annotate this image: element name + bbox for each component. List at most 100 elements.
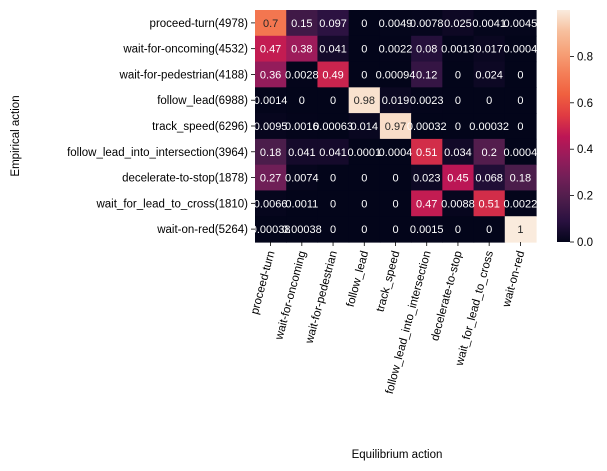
- heatmap-cell: [255, 164, 287, 192]
- heatmap-cell-label: 0.0095: [254, 121, 288, 133]
- heatmap-cell-label: 0.18: [260, 147, 281, 159]
- y-tick-label-follow-lead-into-intersection-3964: follow_lead_into_intersection(3964): [67, 147, 248, 159]
- heatmap-cell: [379, 216, 412, 243]
- heatmap-cell-label: 0.068: [475, 173, 503, 185]
- heatmap-cell-label: 0: [392, 173, 398, 185]
- heatmap-cell-label: 0: [455, 95, 461, 107]
- heatmap-cell: [348, 61, 381, 88]
- y-tick-label-proceed-turn-4978: proceed-turn(4978): [150, 18, 249, 30]
- heatmap-cell: [504, 164, 537, 192]
- heatmap-cell-label: 0: [486, 224, 492, 236]
- heatmap-cell-label: 0.0004: [504, 44, 538, 56]
- x-tick-label-decelerate-to-stop: decelerate-to-stop: [429, 250, 465, 343]
- heatmap-cell-label: 0: [361, 173, 367, 185]
- heatmap-cell: [348, 10, 381, 37]
- heatmap-cell-label: 0: [330, 173, 336, 185]
- heatmap-cell: [379, 61, 412, 88]
- x-tick-label-wait-for-oncoming: wait-for-oncoming: [273, 250, 309, 342]
- heatmap-cell: [317, 87, 350, 114]
- y-tick-label-decelerate-to-stop-1878: decelerate-to-stop(1878): [122, 173, 248, 185]
- heatmap-cell: [442, 138, 475, 166]
- x-axis-title: Equilibrium action: [352, 449, 443, 461]
- heatmap-cell: [473, 216, 506, 243]
- heatmap-cell: [317, 61, 350, 88]
- heatmap-cell-label: 0: [455, 121, 461, 133]
- heatmap-cell: [504, 190, 537, 217]
- heatmap-cell: [442, 190, 475, 217]
- colorbar-gradient: [557, 10, 570, 242]
- heatmap-cell: [286, 190, 319, 217]
- heatmap-cell-label: 0.024: [475, 69, 503, 81]
- heatmap-cell-label: 0: [361, 44, 367, 56]
- heatmap-cell: [317, 138, 350, 166]
- heatmap-cell-label: 0.0028: [285, 69, 319, 81]
- heatmap-cell-label: 0: [517, 69, 523, 81]
- heatmap-cell: [411, 216, 443, 243]
- heatmap-cell: [255, 113, 287, 140]
- colorbar-tick-label: 0.2: [577, 191, 593, 203]
- heatmap-cell: [473, 113, 506, 140]
- heatmap-cell-label: 0.00063: [313, 121, 353, 133]
- heatmap-cell-label: 0.00038: [282, 224, 322, 236]
- heatmap-cell-label: 0.45: [447, 173, 468, 185]
- colorbar-tick-label: 0.4: [577, 144, 594, 156]
- heatmap-cell-label: 0.47: [416, 198, 437, 210]
- heatmap-cell: [286, 138, 319, 166]
- heatmap-cell-label: 0.18: [510, 173, 531, 185]
- heatmap-cell-label: 1: [517, 224, 523, 236]
- heatmap-cell-label: 0.00032: [407, 121, 447, 133]
- heatmap-cell: [348, 87, 381, 114]
- heatmap-cell: [442, 87, 475, 114]
- heatmap-cell-label: 0: [361, 198, 367, 210]
- heatmap-cell: [442, 216, 475, 243]
- heatmap-cell: [286, 164, 319, 192]
- heatmap-cell: [411, 10, 443, 37]
- heatmap-cell-label: 0.0045: [504, 18, 538, 30]
- x-tick-label-wait-on-red: wait-on-red: [501, 250, 528, 310]
- heatmap-cell-label: 0: [361, 18, 367, 30]
- heatmap-cell: [379, 164, 412, 192]
- heatmap-cell-label: 0.08: [416, 44, 437, 56]
- heatmap-cell: [348, 190, 381, 217]
- heatmap-cell-label: 0.00094: [376, 69, 416, 81]
- heatmap-cell: [411, 61, 443, 88]
- colorbar: 0.0 0.2 0.4 0.6 0.8: [557, 10, 594, 249]
- heatmap-cell-label: 0.0088: [441, 198, 475, 210]
- heatmap-cell-label: 0: [517, 95, 523, 107]
- heatmap-cell-label: 0.0011: [285, 198, 318, 210]
- heatmap-cell: [473, 35, 506, 63]
- heatmap-cell-label: 0: [392, 224, 398, 236]
- heatmap-cell: [348, 138, 381, 166]
- heatmap-cell: [442, 113, 475, 140]
- heatmap-cell: [348, 113, 381, 140]
- heatmap-cell-label: 0.47: [260, 44, 281, 56]
- heatmap-cell-label: 0.51: [478, 198, 499, 210]
- heatmap-cell-label: 0: [361, 224, 367, 236]
- heatmap-cell: [504, 87, 537, 114]
- heatmap-cell: [379, 87, 412, 114]
- heatmap-cell-label: 0: [455, 69, 461, 81]
- heatmap-cell: [504, 35, 537, 63]
- heatmap-cell-label: 0.0013: [441, 44, 475, 56]
- heatmap-cell: [442, 10, 475, 37]
- x-tick-label-wait-for-pedestrian: wait-for-pedestrian: [303, 250, 339, 346]
- heatmap-cell-label: 0.38: [291, 44, 312, 56]
- heatmap-cell-label: 0.0041: [472, 18, 506, 30]
- heatmap-cell: [317, 164, 350, 192]
- colorbar-tick-label: 0.6: [577, 98, 593, 110]
- heatmap-cell: [411, 113, 443, 140]
- heatmap-cell-label: 0.025: [444, 18, 472, 30]
- y-tick-label-wait-for-oncoming-4532: wait-for-oncoming(4532): [122, 44, 248, 56]
- y-tick-label-wait-on-red-5264: wait-on-red(5264): [156, 224, 248, 236]
- heatmap-cell: [348, 216, 381, 243]
- heatmap-cell: [379, 190, 412, 217]
- heatmap-cell-label: 0.0049: [379, 18, 413, 30]
- heatmap-cell: [255, 216, 287, 243]
- heatmap-cell: [473, 190, 506, 217]
- heatmap-cell-label: 0.041: [319, 147, 347, 159]
- heatmap-cell: [255, 35, 287, 63]
- heatmap-cell-label: 0.041: [319, 44, 347, 56]
- heatmap-cell-label: 0.51: [416, 147, 437, 159]
- colorbar-tick-label: 0.8: [577, 51, 593, 63]
